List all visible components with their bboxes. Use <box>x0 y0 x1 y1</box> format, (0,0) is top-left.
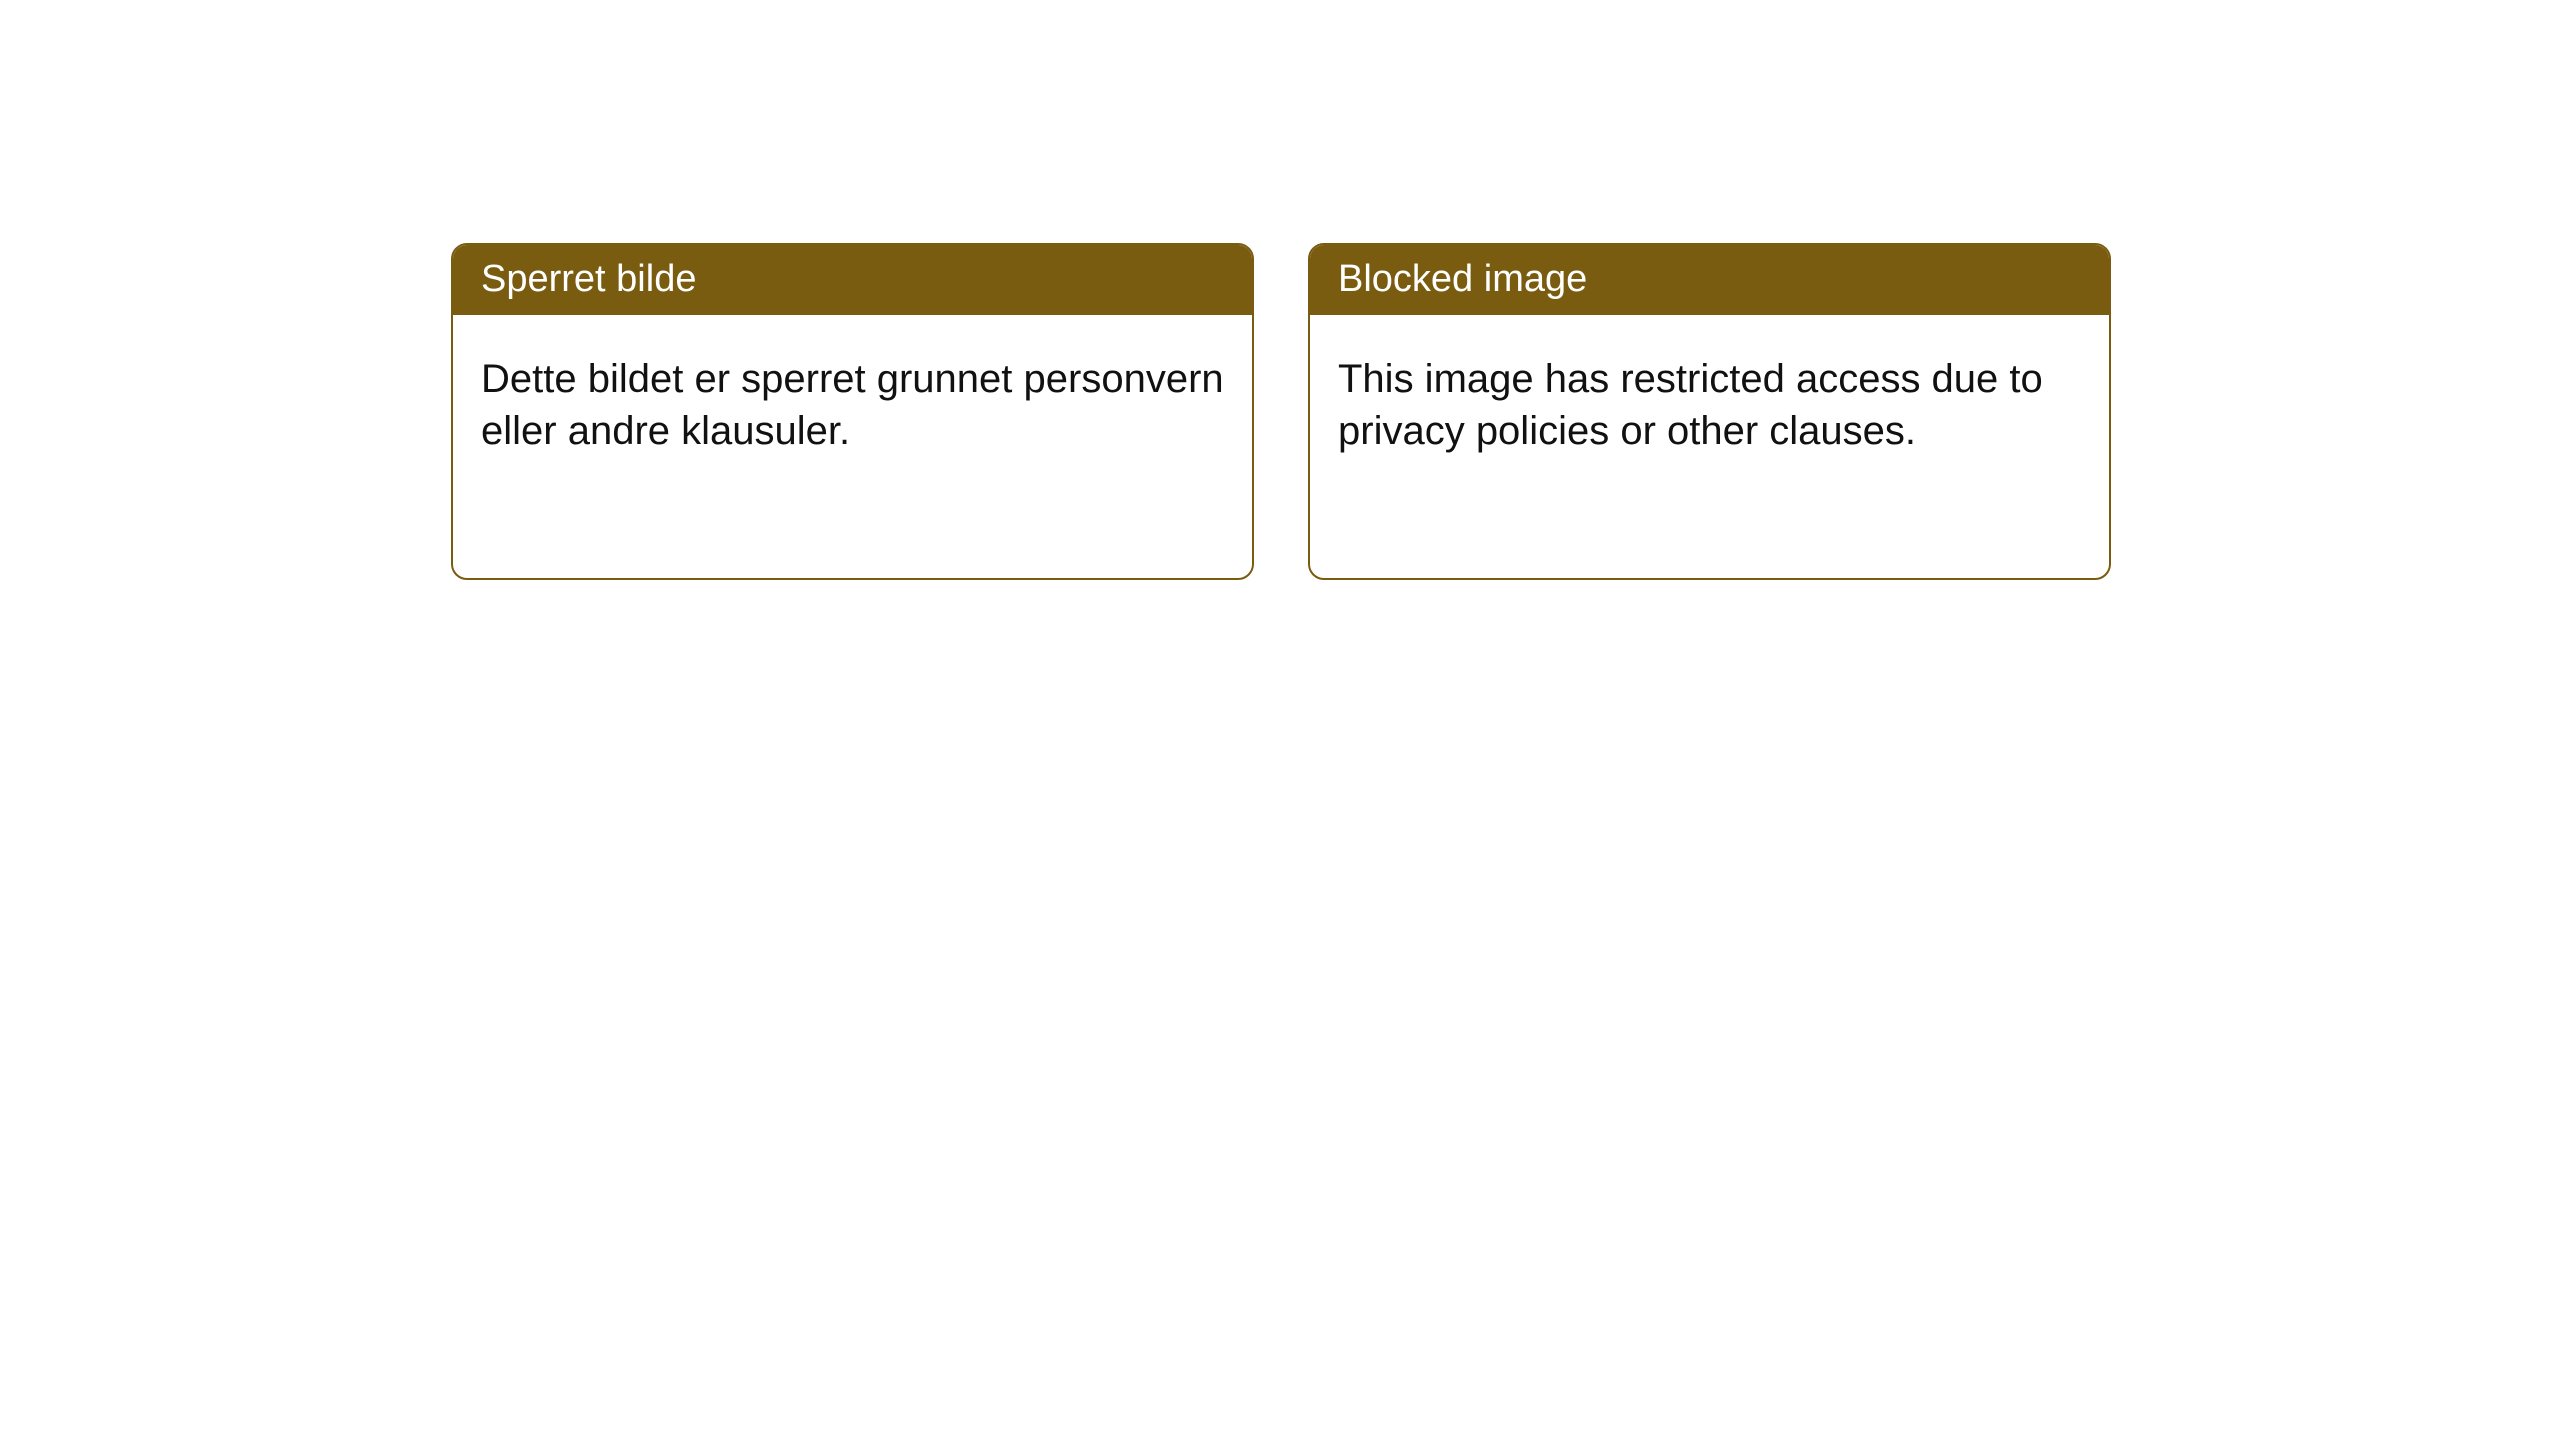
notice-title: Sperret bilde <box>481 258 696 300</box>
notice-title: Blocked image <box>1338 258 1587 300</box>
notice-body: Dette bildet er sperret grunnet personve… <box>453 315 1252 495</box>
notice-card-norwegian: Sperret bilde Dette bildet er sperret gr… <box>451 243 1254 580</box>
notice-container: Sperret bilde Dette bildet er sperret gr… <box>0 0 2560 580</box>
notice-card-english: Blocked image This image has restricted … <box>1308 243 2111 580</box>
notice-body: This image has restricted access due to … <box>1310 315 2109 495</box>
notice-message: This image has restricted access due to … <box>1338 357 2043 453</box>
notice-header: Blocked image <box>1310 245 2109 315</box>
notice-header: Sperret bilde <box>453 245 1252 315</box>
notice-message: Dette bildet er sperret grunnet personve… <box>481 357 1224 453</box>
